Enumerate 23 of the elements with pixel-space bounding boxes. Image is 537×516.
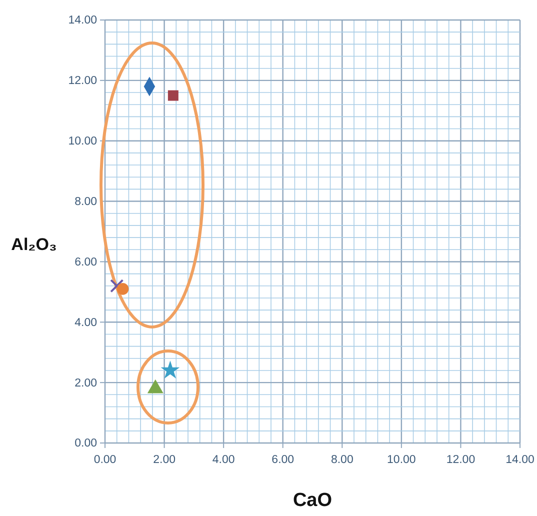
x-tick-label: 14.00 [506, 454, 534, 466]
y-axis-title: Al₂O₃ [11, 235, 57, 254]
x-tick-label: 6.00 [272, 454, 294, 466]
y-tick-label: 10.00 [68, 136, 97, 148]
point [110, 279, 124, 293]
x-axis-title: CaO [292, 490, 332, 511]
y-tick-label: 6.00 [74, 256, 97, 268]
y-tick-label: 2.00 [74, 377, 97, 390]
point [147, 379, 164, 394]
point [168, 90, 178, 101]
point [116, 283, 129, 295]
y-tick-label: 4.00 [74, 316, 97, 329]
y-tick-label: 12.00 [68, 75, 97, 88]
x-tick-label: 2.00 [153, 454, 176, 466]
x-tick-label: 12.00 [446, 454, 476, 466]
x-tick-label: 4.00 [212, 454, 235, 466]
y-tick-label: 8.00 [74, 196, 97, 208]
x-tick-label: 0.00 [94, 454, 116, 466]
point [160, 360, 180, 378]
x-tick-label: 8.00 [330, 454, 354, 466]
x-tick-label: 10.00 [387, 454, 416, 466]
y-tick-label: 14.00 [68, 14, 97, 27]
y-tick-label: 0.00 [74, 438, 97, 450]
